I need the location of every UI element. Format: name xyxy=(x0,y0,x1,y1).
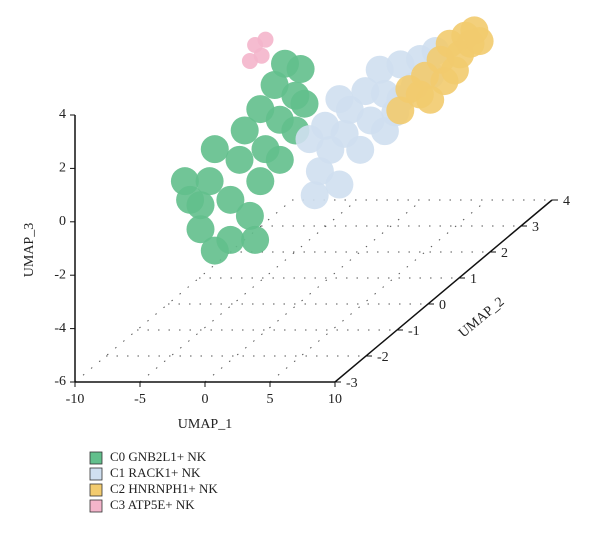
legend-label: C3 ATP5E+ NK xyxy=(110,497,195,512)
y-tick-label: 1 xyxy=(470,272,477,287)
point xyxy=(200,135,229,164)
point xyxy=(346,135,375,164)
x-tick-label: 5 xyxy=(267,392,274,407)
point xyxy=(195,167,224,196)
z-tick-label: 4 xyxy=(59,107,66,122)
point xyxy=(265,145,294,174)
legend-swatch xyxy=(89,483,103,497)
point xyxy=(386,96,415,125)
z-tick-label: 0 xyxy=(59,214,66,229)
legend-swatch xyxy=(89,499,103,513)
point xyxy=(246,167,275,196)
point xyxy=(465,27,494,56)
point xyxy=(440,56,469,85)
x-tick-label: 0 xyxy=(202,392,209,407)
y-tick-label: -3 xyxy=(346,376,358,391)
x-tick-label: -5 xyxy=(134,392,146,407)
legend-label: C2 HNRNPH1+ NK xyxy=(110,481,218,496)
point xyxy=(305,157,334,186)
point xyxy=(241,53,258,70)
point xyxy=(290,89,319,118)
x-tick-label: -10 xyxy=(66,392,85,407)
z-tick-label: 2 xyxy=(59,161,66,176)
point xyxy=(300,181,329,210)
y-tick-label: 2 xyxy=(501,246,508,261)
x-tick-label: 10 xyxy=(328,392,342,407)
legend-swatch xyxy=(89,467,103,481)
z-tick-label: -2 xyxy=(54,267,66,282)
point xyxy=(235,201,264,230)
y-axis xyxy=(334,199,553,383)
legend-label: C0 GNB2L1+ NK xyxy=(110,449,207,464)
point xyxy=(286,55,315,84)
y-tick-label: 4 xyxy=(563,194,570,209)
point xyxy=(325,170,354,199)
y-tick-label: -2 xyxy=(377,350,389,365)
point xyxy=(230,116,259,145)
z-axis-title: UMAP_3 xyxy=(22,223,37,277)
x-axis-title: UMAP_1 xyxy=(178,417,232,432)
grid-line xyxy=(204,199,423,383)
point xyxy=(186,215,215,244)
z-tick-label: -4 xyxy=(54,321,66,336)
z-tick-label: -6 xyxy=(54,374,66,389)
point xyxy=(186,191,215,220)
point xyxy=(216,185,245,214)
point xyxy=(241,225,270,254)
point xyxy=(405,80,434,109)
y-tick-label: -1 xyxy=(408,324,420,339)
point xyxy=(325,85,354,114)
point xyxy=(257,31,274,48)
point xyxy=(225,145,254,174)
y-tick-label: 3 xyxy=(532,220,539,235)
y-tick-label: 0 xyxy=(439,298,446,313)
point xyxy=(216,225,245,254)
point xyxy=(260,71,289,100)
legend-swatch xyxy=(89,451,103,465)
y-axis-title: UMAP_2 xyxy=(456,295,507,342)
point xyxy=(170,167,199,196)
point xyxy=(295,125,324,154)
legend-label: C1 RACK1+ NK xyxy=(110,465,201,480)
